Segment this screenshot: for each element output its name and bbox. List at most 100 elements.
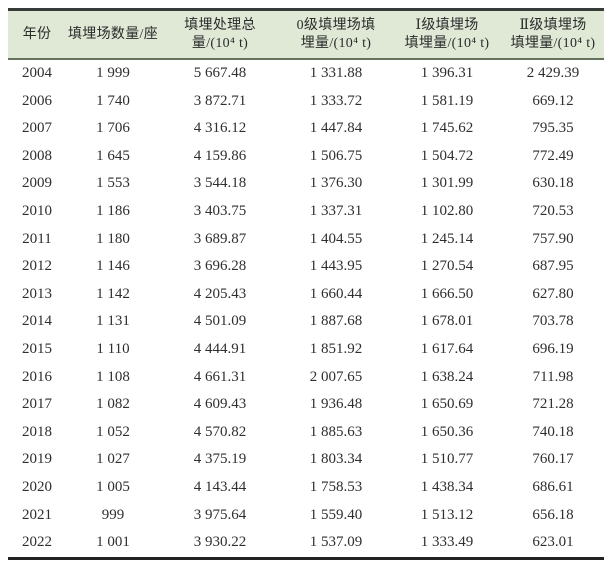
table-row: 2010 1 186 3 403.75 1 337.31 1 102.80 720.53	[8, 198, 604, 226]
column-header-grade1-landfill-amount: Ⅰ级填埋场 填埋量/(10⁴ t)	[392, 9, 502, 60]
table-row: 2014 1 131 4 501.09 1 887.68 1 678.01 703.78	[8, 308, 604, 336]
cell-value: 711.98	[532, 368, 574, 385]
cell-value: 1 333.49	[420, 534, 474, 551]
cell-value: 1 638.24	[420, 368, 474, 385]
cell-value: 3 930.22	[193, 534, 247, 551]
cell-value: 1 396.31	[420, 65, 474, 81]
column-header-line: Ⅱ级填埋场	[519, 18, 587, 33]
cell-value: 4 570.82	[193, 423, 247, 440]
column-header-line: 量/(10⁴ t)	[191, 36, 249, 51]
cell-value: 721.28	[532, 396, 574, 413]
table-row: 2011 1 180 3 689.87 1 404.55 1 245.14 757.90	[8, 226, 604, 254]
cell-value: 4 316.12	[193, 120, 247, 137]
cell-year: 2017	[22, 396, 52, 413]
cell-year: 2007	[22, 120, 52, 137]
cell-value: 686.61	[532, 478, 574, 495]
column-header-landfill-count: 填埋场数量/座	[66, 9, 160, 60]
cell-year: 2015	[22, 340, 52, 357]
cell-year: 2004	[22, 65, 52, 81]
cell-value: 4 609.43	[193, 396, 247, 413]
column-header-year: 年份	[8, 9, 66, 60]
cell-value: 1 186	[96, 202, 130, 219]
cell-year: 2008	[22, 147, 52, 164]
table-header: 年份 填埋场数量/座 填埋处理总 量/(10⁴ t) 0级填埋场填 埋量/(10⁴ t) Ⅰ…	[8, 9, 604, 60]
cell-value: 1 082	[96, 396, 130, 413]
cell-value: 623.01	[532, 534, 574, 551]
cell-value: 3 544.18	[193, 175, 247, 192]
cell-value: 772.49	[532, 147, 574, 164]
cell-year: 2018	[22, 423, 52, 440]
cell-value: 795.35	[532, 120, 574, 137]
cell-value: 1 180	[96, 230, 130, 247]
table-body: 2004 1 999 5 667.48 1 331.88 1 396.31 2 429.3…	[8, 59, 604, 558]
cell-year: 2010	[22, 202, 52, 219]
cell-value: 1 438.34	[420, 478, 474, 495]
cell-value: 4 661.31	[193, 368, 247, 385]
cell-value: 1 333.72	[309, 92, 363, 109]
header-row: 年份 填埋场数量/座 填埋处理总 量/(10⁴ t) 0级填埋场填 埋量/(10⁴ t) Ⅰ…	[8, 9, 604, 60]
cell-value: 5 667.48	[193, 65, 247, 81]
cell-year: 2011	[22, 230, 52, 247]
cell-value: 720.53	[532, 202, 574, 219]
cell-value: 1 887.68	[309, 313, 363, 330]
column-header-line: 埋量/(10⁴ t)	[300, 36, 372, 51]
cell-value: 1 108	[96, 368, 130, 385]
table-row: 2009 1 553 3 544.18 1 376.30 1 301.99 630.18	[8, 170, 604, 198]
column-header-total-landfill-amount: 填埋处理总量/(10⁴ t)	[160, 9, 280, 60]
cell-value: 627.80	[532, 285, 574, 302]
cell-value: 1 559.40	[309, 506, 363, 523]
cell-year: 2022	[22, 534, 52, 551]
cell-value: 1 027	[96, 451, 130, 468]
column-header-line: 填埋量/(10⁴ t)	[510, 36, 596, 51]
cell-value: 1 270.54	[420, 258, 474, 275]
cell-value: 757.90	[532, 230, 574, 247]
table-row: 2020 1 005 4 143.44 1 758.53 1 438.34 686.61	[8, 474, 604, 502]
cell-value: 1 706	[96, 120, 130, 137]
cell-value: 630.18	[532, 175, 574, 192]
cell-value: 1 553	[96, 175, 130, 192]
table-row: 2021 999 3 975.64 1 559.40 1 513.12 656.18	[8, 502, 604, 530]
cell-value: 1 102.80	[420, 202, 474, 219]
cell-value: 1 376.30	[309, 175, 363, 192]
cell-value: 1 537.09	[309, 534, 363, 551]
cell-value: 1 617.64	[420, 340, 474, 357]
cell-value: 1 142	[96, 285, 130, 302]
cell-year: 2014	[22, 313, 52, 330]
table-row: 2017 1 082 4 609.43 1 936.48 1 650.69 721.28	[8, 391, 604, 419]
cell-value: 1 001	[96, 534, 130, 551]
cell-year: 2006	[22, 92, 52, 109]
cell-value: 1 666.50	[420, 285, 474, 302]
cell-value: 1 650.69	[420, 396, 474, 413]
cell-year: 2020	[22, 478, 52, 495]
cell-value: 4 444.91	[193, 340, 247, 357]
cell-value: 687.95	[532, 258, 574, 275]
table-row: 2022 1 001 3 930.22 1 537.09 1 333.49 623.01	[8, 529, 604, 558]
table-row: 2016 1 108 4 661.31 2 007.65 1 638.24 711.98	[8, 364, 604, 392]
table-row: 2007 1 706 4 316.12 1 447.84 1 745.62 795.35	[8, 115, 604, 143]
cell-value: 1 936.48	[309, 396, 363, 413]
table-row: 2018 1 052 4 570.82 1 885.63 1 650.36 740.18	[8, 419, 604, 447]
column-header-line: 填埋处理总	[184, 18, 256, 33]
table-row: 2019 1 027 4 375.19 1 803.34 1 510.77 760.17	[8, 446, 604, 474]
cell-year: 2019	[22, 451, 52, 468]
column-header-grade0-landfill-amount: 0级填埋场填 埋量/(10⁴ t)	[280, 9, 392, 60]
cell-value: 1 245.14	[420, 230, 474, 247]
cell-value: 1 581.19	[420, 92, 474, 109]
cell-value: 1 443.95	[309, 258, 363, 275]
cell-value: 696.19	[532, 340, 574, 357]
column-header-line: 填埋场数量/座	[68, 27, 158, 42]
cell-value: 1 506.75	[309, 147, 363, 164]
cell-value: 1 337.31	[309, 202, 363, 219]
cell-value: 4 205.43	[193, 285, 247, 302]
cell-value: 1 510.77	[420, 451, 474, 468]
cell-value: 1 758.53	[309, 478, 363, 495]
column-header-line: 填埋量/(10⁴ t)	[404, 36, 490, 51]
cell-value: 1 740	[96, 92, 130, 109]
column-header-grade2-landfill-amount: Ⅱ级填埋场填埋量/(10⁴ t)	[502, 9, 604, 60]
cell-value: 656.18	[532, 506, 574, 523]
table-row: 2006 1 740 3 872.71 1 333.72 1 581.19 669.12	[8, 88, 604, 116]
cell-year: 2009	[22, 175, 52, 192]
cell-year: 2012	[22, 258, 52, 275]
table-row: 2015 1 110 4 444.91 1 851.92 1 617.64 696.19	[8, 336, 604, 364]
